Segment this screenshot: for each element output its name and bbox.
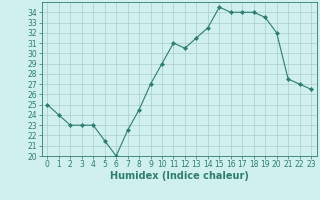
- X-axis label: Humidex (Indice chaleur): Humidex (Indice chaleur): [110, 171, 249, 181]
